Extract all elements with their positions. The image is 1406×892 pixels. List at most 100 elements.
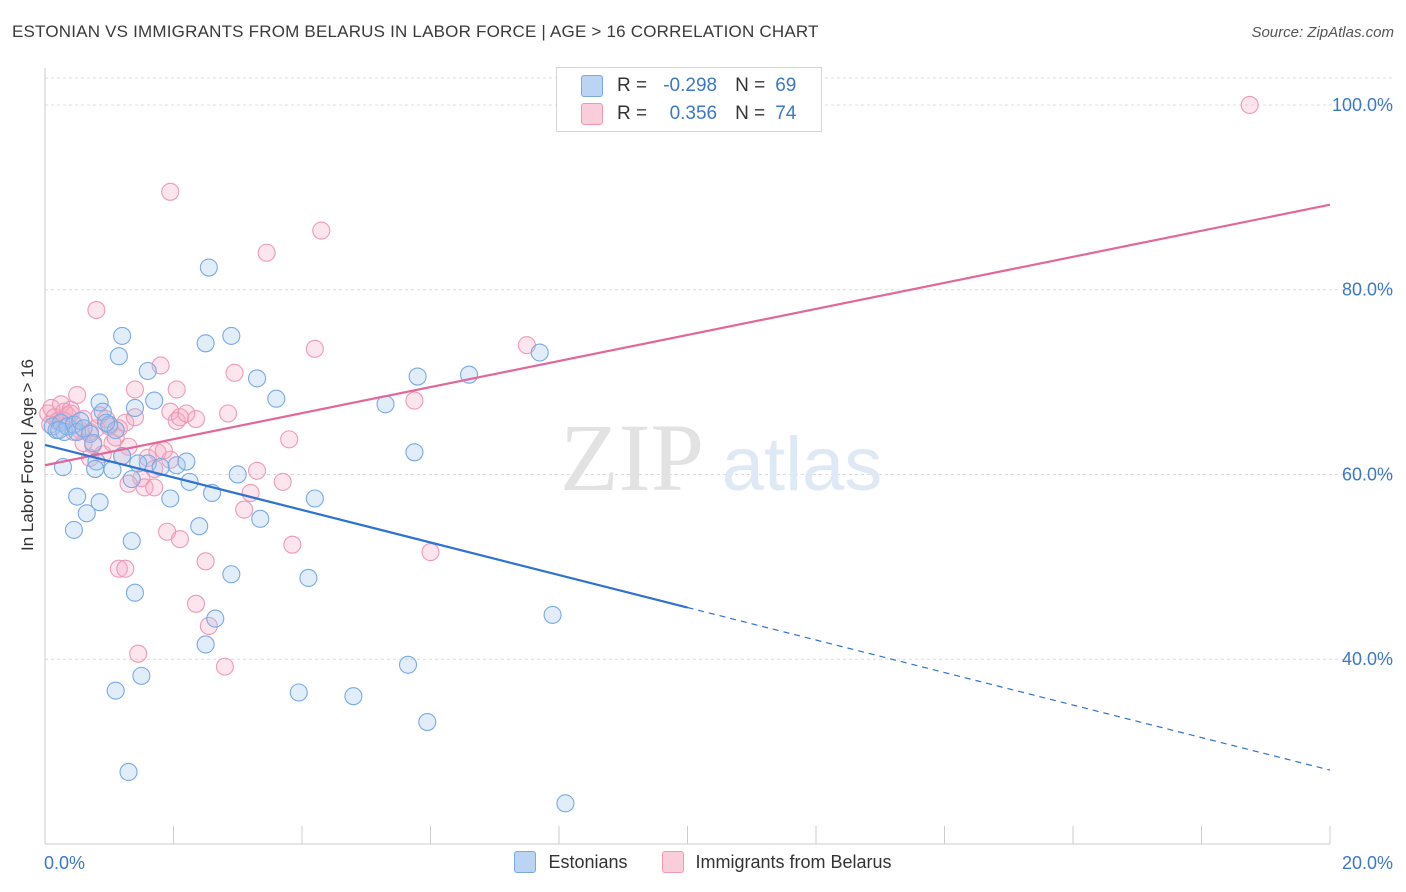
belarus-point [109,559,128,578]
belarus-point [135,478,154,497]
belarus-point [125,408,144,427]
estonian-point [125,583,144,602]
belarus-point [154,441,173,460]
legend-item-belarus: Immigrants from Belarus [661,851,892,873]
estonian-point [106,421,125,440]
estonian-point [90,493,109,512]
series-immigrants-from-belarus [39,95,1259,676]
series-estonians [43,258,575,813]
belarus-point [405,391,424,410]
estonian-point [122,470,141,489]
estonian-point [222,565,241,584]
belarus-point [116,559,135,578]
estonian-point [408,367,427,386]
estonian-point [344,687,363,706]
belarus-point [125,380,144,399]
r-value: -0.298 [663,75,718,96]
estonian-point [106,681,125,700]
belarus-point [257,243,276,262]
estonian-point [64,520,83,539]
belarus-point [167,380,186,399]
estonian-point [145,391,164,410]
belarus-point [305,339,324,358]
belarus-point [116,413,135,432]
estonian-point [125,398,144,418]
belarus-point [138,448,157,467]
estonian-point [196,334,215,353]
y-tick-label: 60.0% [1342,464,1393,484]
estonian-point [86,459,105,478]
belarus-point [421,543,440,562]
estonian-point [228,465,247,484]
chart-title: ESTONIAN VS IMMIGRANTS FROM BELARUS IN L… [12,22,819,41]
axes [44,68,1331,845]
belarus-trend-line [44,203,1331,467]
x-tick-label: 0.0% [44,853,85,873]
watermark-zip: ZIP [560,404,704,511]
estonian-point [122,531,141,551]
r-label: R = [617,75,648,96]
estonian-trend-line [44,443,688,609]
estonian-point [68,487,87,506]
n-value: 69 [775,75,797,96]
belarus-point [186,409,206,429]
watermark-atlas: atlas [722,422,883,507]
belarus-point [145,478,164,497]
r-value: 0.356 [669,103,718,124]
belarus-point [1240,95,1259,115]
estonian-point [251,509,270,528]
legend-label: Immigrants from Belarus [695,851,892,872]
belarus-point [177,404,196,423]
estonian-trend-extension [687,606,1331,771]
grid-lines [45,77,1394,660]
belarus-point [225,363,244,382]
belarus-point [247,461,267,480]
belarus-point [170,530,189,549]
estonians-swatch [581,75,603,97]
estonian-point [418,713,437,732]
belarus-point [219,404,238,423]
y-tick-label: 100.0% [1332,95,1393,115]
watermark: ZIP atlas [560,404,882,511]
belarus-point [196,552,215,571]
correlation-legend: R = -0.298 N = 69 R = 0.356 N = 74 [556,67,822,132]
n-value: 74 [775,103,797,124]
r-label: R = [617,103,648,124]
y-tick-label: 80.0% [1342,280,1393,300]
x-tick-label: 20.0% [1342,853,1393,873]
estonian-point [556,794,575,813]
estonian-point [196,635,215,654]
series-legend: Estonians Immigrants from Belarus [0,851,1406,873]
legend-row-belarus: R = 0.356 N = 74 [581,102,796,126]
belarus-point [283,535,302,554]
estonian-point [305,489,324,508]
estonian-point [299,568,318,587]
belarus-point [215,657,234,676]
belarus-point [235,500,254,519]
estonians-swatch [514,851,537,873]
legend-item-estonians: Estonians [514,851,628,873]
estonian-point [247,369,267,388]
estonian-point [50,421,69,440]
belarus-point [280,430,299,449]
estonian-point [405,443,424,462]
estonian-point [132,666,151,685]
belarus-point [273,472,292,491]
estonian-point [77,504,96,523]
estonian-point [151,458,170,477]
estonian-point [96,413,116,432]
estonian-point [530,343,549,362]
legend-row-estonians: R = -0.298 N = 69 [581,74,796,98]
n-label: N = [735,75,766,96]
legend-label: Estonians [548,851,628,872]
belarus-swatch [661,851,684,873]
belarus-point [87,300,106,320]
estonian-point [222,326,241,345]
belarus-point [129,644,148,663]
belarus-point [199,616,218,636]
estonian-point [167,456,186,475]
tick-labels: 40.0% 60.0% 80.0% 100.0% 0.0% 20.0% [44,95,1393,873]
estonian-point [84,434,103,453]
estonian-point [119,762,138,781]
